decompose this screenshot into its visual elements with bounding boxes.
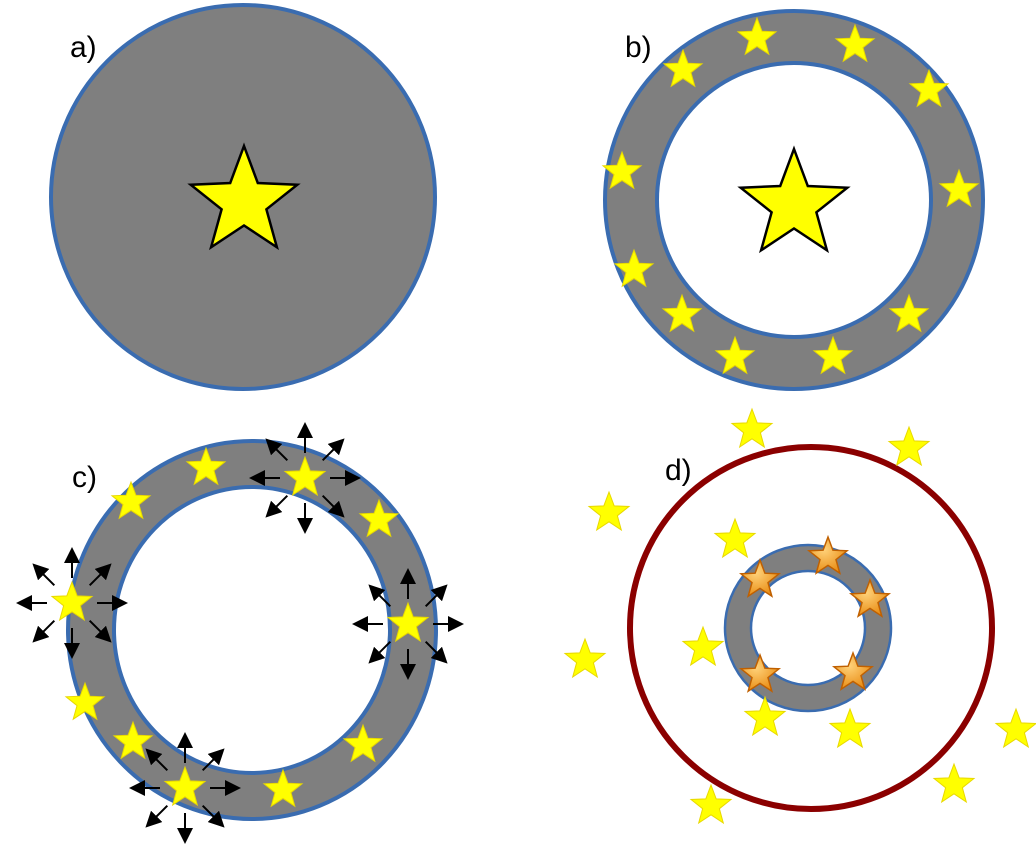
- panel-label-c: c): [72, 461, 97, 494]
- orange-star: [738, 557, 782, 598]
- star: [887, 425, 931, 467]
- panel-b: b): [601, 9, 985, 391]
- outflow-arrow: [145, 804, 169, 828]
- outflow-arrow: [88, 619, 112, 643]
- orange-stars: [738, 534, 892, 693]
- star: [563, 637, 607, 679]
- small-shell-inner-edge: [749, 569, 867, 687]
- orange-star: [848, 577, 892, 618]
- star: [888, 293, 930, 333]
- star: [613, 248, 655, 288]
- star: [714, 335, 756, 375]
- outflow-arrow: [201, 748, 225, 772]
- outflow-arrow: [424, 640, 448, 664]
- star: [587, 490, 631, 532]
- star: [64, 681, 106, 721]
- shell-stars: [601, 16, 980, 375]
- star: [730, 407, 774, 449]
- scattered-stars: [563, 407, 1036, 825]
- star: [908, 68, 950, 108]
- orange-star: [738, 652, 782, 693]
- small-shell-ring: [725, 545, 891, 711]
- shell-stars: [50, 446, 430, 808]
- shell-outer-edge: [66, 439, 438, 821]
- star: [812, 335, 854, 375]
- orange-star: [806, 534, 850, 575]
- star: [262, 768, 304, 808]
- star: [50, 580, 94, 622]
- panel-label-d: d): [665, 454, 692, 487]
- star: [662, 48, 704, 88]
- star: [283, 455, 327, 497]
- central-star: [737, 145, 851, 254]
- star: [828, 707, 872, 749]
- panel-c: c): [16, 422, 464, 844]
- star: [713, 517, 757, 559]
- star: [601, 150, 643, 190]
- outflow-arrow: [32, 619, 56, 643]
- star: [342, 723, 384, 763]
- star: [163, 765, 207, 807]
- boundary-circle: [627, 444, 995, 812]
- outflow-arrow: [424, 584, 448, 608]
- star: [185, 446, 227, 486]
- outflow-arrow: [321, 494, 345, 518]
- star: [994, 707, 1036, 749]
- panel-a: a): [49, 3, 437, 391]
- outflow-arrow: [32, 563, 56, 587]
- star: [737, 145, 851, 254]
- outflow-arrow: [265, 494, 289, 518]
- shell-inner-edge: [112, 485, 392, 775]
- star: [110, 480, 152, 520]
- star: [834, 23, 876, 63]
- small-shell-outer-edge: [723, 543, 893, 713]
- star: [386, 601, 430, 643]
- star: [681, 625, 725, 667]
- outflow-arrow: [201, 804, 225, 828]
- panel-label-b: b): [625, 31, 652, 64]
- outflow-arrow: [145, 748, 169, 772]
- outflow-arrow: [368, 584, 392, 608]
- outflow-arrow: [88, 563, 112, 587]
- outflow-arrow: [265, 438, 289, 462]
- star: [187, 142, 301, 251]
- panel-d: d): [563, 407, 1036, 825]
- outflow-arrow: [321, 438, 345, 462]
- star: [689, 783, 733, 825]
- panel-label-a: a): [70, 31, 97, 64]
- central-star: [187, 142, 301, 251]
- star: [736, 16, 778, 56]
- shell-outer-edge: [603, 9, 985, 391]
- star: [358, 498, 400, 538]
- orange-star: [831, 650, 875, 691]
- star: [743, 695, 787, 737]
- star: [661, 293, 703, 333]
- outflow-arrow: [368, 640, 392, 664]
- star: [938, 168, 980, 208]
- star: [112, 720, 154, 760]
- star: [932, 762, 976, 804]
- outflow-arrows: [16, 422, 464, 844]
